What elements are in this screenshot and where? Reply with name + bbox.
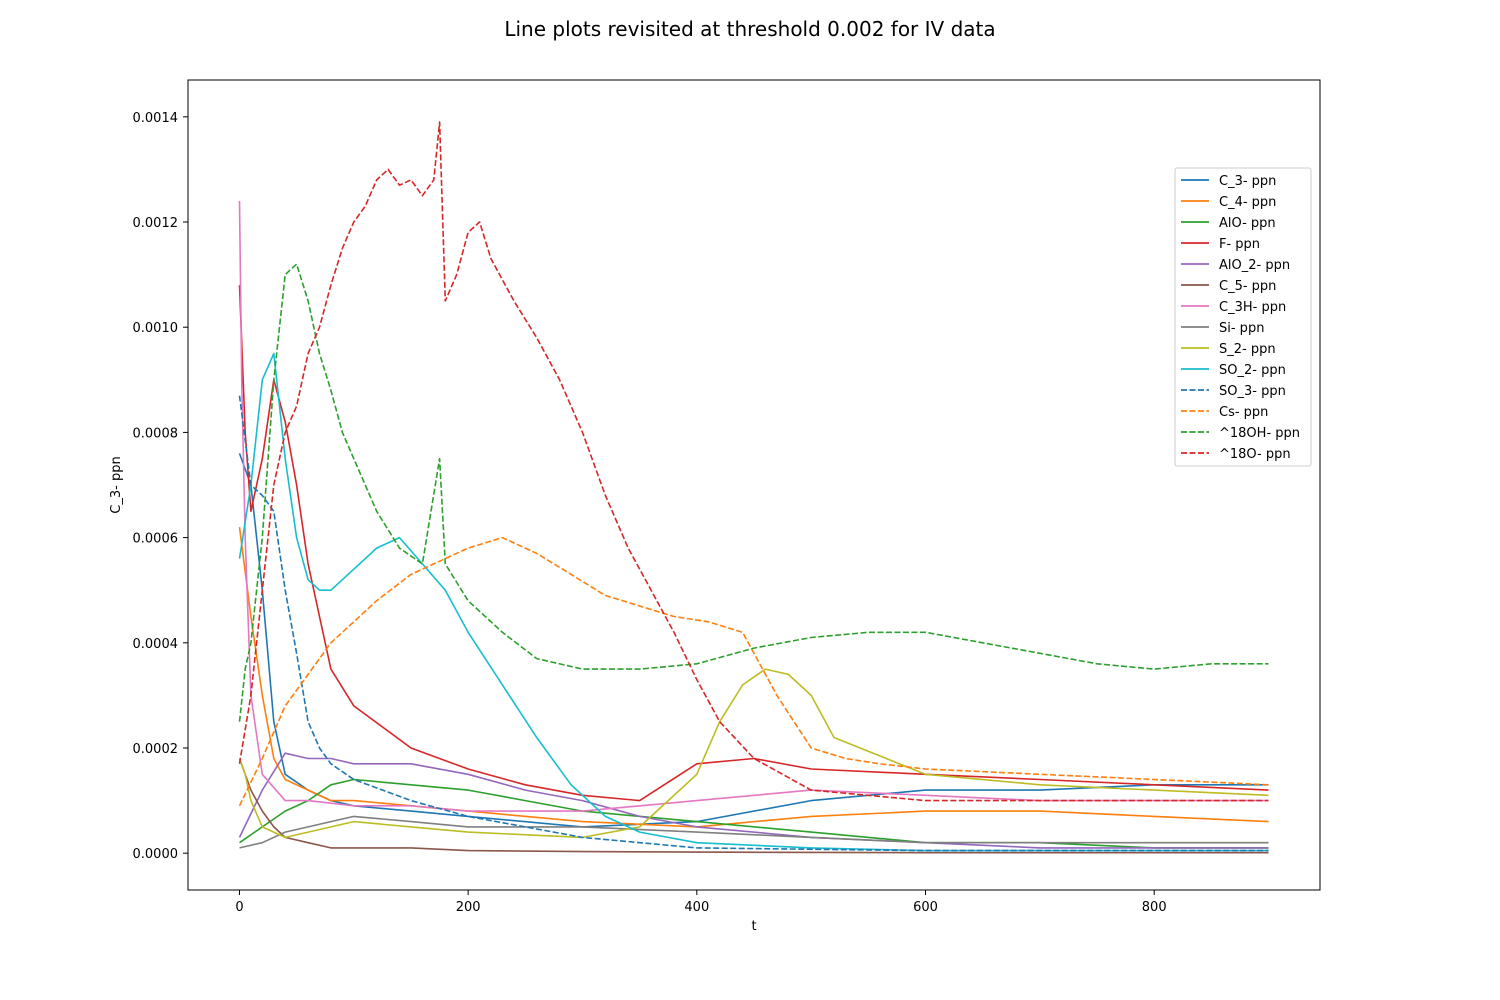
legend-label: Si- ppn [1219, 321, 1264, 336]
y-tick-label: 0.0006 [133, 532, 179, 547]
y-tick-label: 0.0002 [133, 742, 179, 757]
legend-label: AlO- ppn [1219, 216, 1276, 231]
series-line-so-3-ppn [238, 395, 1269, 852]
legend-label: AlO_2- ppn [1219, 258, 1290, 273]
series-line-alo-2-ppn [238, 752, 1269, 849]
x-tick-label: 200 [456, 900, 481, 915]
legend-label: ^18O- ppn [1219, 447, 1291, 462]
x-tick-label: 800 [1142, 900, 1167, 915]
legend-label: C_4- ppn [1219, 195, 1276, 210]
legend-label: C_5- ppn [1219, 279, 1276, 294]
series-line-si-ppn [239, 815, 1269, 849]
y-tick-label: 0.0014 [133, 111, 179, 126]
series-line-c-5-ppn [238, 758, 1269, 854]
legend-label: S_2- ppn [1219, 342, 1276, 357]
legend-frame [1174, 167, 1312, 467]
legend-label: F- ppn [1219, 237, 1260, 252]
y-tick-label: 0.0012 [133, 216, 179, 231]
series-line-c-3h-ppn [238, 200, 1269, 812]
plot-frame [187, 79, 1321, 891]
series-line-f-ppn [238, 285, 1269, 802]
x-axis: 0 200 400 600 800 [235, 890, 1167, 915]
legend-label: Cs- ppn [1219, 405, 1268, 420]
x-tick-label: 400 [684, 900, 709, 915]
legend-label: SO_2- ppn [1219, 363, 1286, 378]
x-tick-label: 600 [913, 900, 938, 915]
y-tick-label: 0.0010 [133, 321, 179, 336]
x-tick-label: 0 [235, 900, 243, 915]
legend-label: ^18OH- ppn [1219, 426, 1300, 441]
legend-label: SO_3- ppn [1219, 384, 1286, 399]
y-tick-label: 0.0008 [133, 426, 179, 441]
series-layer [238, 121, 1269, 854]
series-line-cs-ppn [238, 536, 1269, 807]
series-line-18oh-ppn [238, 263, 1269, 722]
series-line-c-3-ppn [238, 453, 1269, 828]
chart-title: Line plots revisited at threshold 0.002 … [504, 17, 995, 41]
y-tick-label: 0.0004 [133, 637, 179, 652]
y-tick-label: 0.0000 [133, 847, 179, 862]
y-axis: 0.0000 0.0002 0.0004 0.0006 0.0008 0.0010 0.00… [133, 111, 188, 862]
x-axis-label: t [751, 919, 756, 934]
legend: C_3- ppn C_4- ppn AlO- ppn F- ppn AlO_2- ppn… [1174, 167, 1312, 467]
series-line-so-2-ppn [238, 352, 1269, 852]
series-line-s-2-ppn [238, 668, 1269, 839]
y-axis-label: C_3- ppn [109, 456, 124, 513]
legend-label: C_3- ppn [1219, 174, 1276, 189]
series-line-18o-ppn [238, 121, 1269, 802]
legend-label: C_3H- ppn [1219, 300, 1286, 315]
